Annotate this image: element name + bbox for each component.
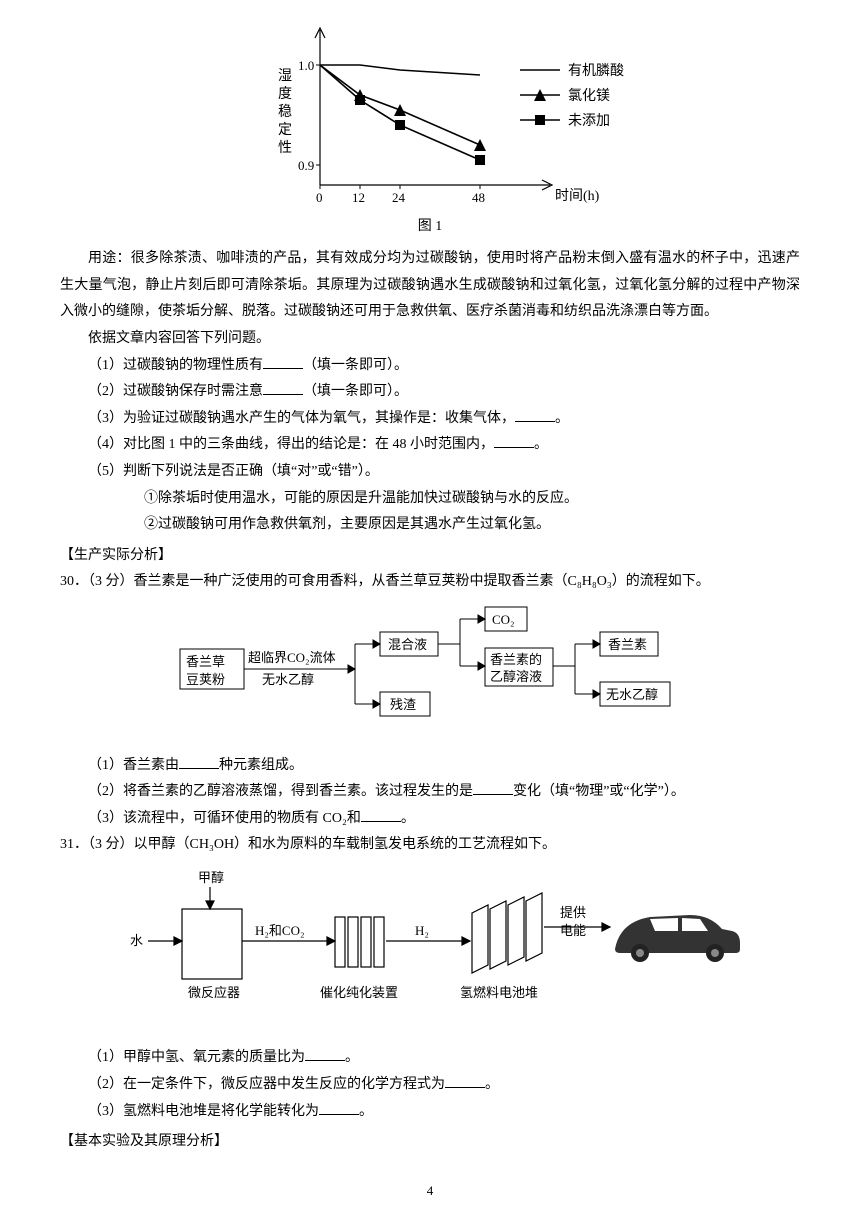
- section-production: 【生产实际分析】: [60, 543, 800, 570]
- svg-text:性: 性: [278, 140, 292, 156]
- svg-text:定: 定: [278, 122, 292, 138]
- svg-text:度: 度: [278, 86, 292, 102]
- q30-2: （2）将香兰素的乙醇溶液蒸馏，得到香兰素。该过程发生的是变化（填“物理”或“化学…: [88, 779, 800, 806]
- svg-text:电能: 电能: [560, 923, 586, 938]
- q29-5b: ②过碳酸钠可用作急救供氧剂，主要原因是其遇水产生过氧化氢。: [144, 512, 800, 539]
- q30-1: （1）香兰素由种元素组成。: [88, 753, 800, 780]
- legend-3: 未添加: [568, 113, 610, 129]
- svg-text:残渣: 残渣: [390, 697, 416, 712]
- q29-1: （1）过碳酸钠的物理性质有（填一条即可）。: [88, 353, 800, 380]
- q29-4: （4）对比图 1 中的三条曲线，得出的结论是：在 48 小时范围内，。: [88, 432, 800, 459]
- q30-stem: 30．（3 分）香兰素是一种广泛使用的可食用香料，从香兰草豆荚粉中提取香兰素（C…: [60, 569, 800, 596]
- q31-1: （1）甲醇中氢、氧元素的质量比为。: [88, 1045, 800, 1072]
- svg-text:氢燃料电池堆: 氢燃料电池堆: [460, 985, 538, 1000]
- instruction: 依据文章内容回答下列问题。: [88, 326, 800, 353]
- page-number: 4: [0, 1179, 860, 1204]
- q31-2: （2）在一定条件下，微反应器中发生反应的化学方程式为。: [88, 1072, 800, 1099]
- usage-paragraph: 用途：很多除茶渍、咖啡渍的产品，其有效成分均为过碳酸钠，使用时将产品粉末倒入盛有…: [60, 246, 800, 326]
- q30-flowchart: 香兰草 豆荚粉 超临界CO₂流体 无水乙醇 混合液 残渣 CO₂ 香兰素的 乙醇…: [60, 604, 800, 745]
- svg-text:超临界CO₂流体: 超临界CO₂流体: [248, 650, 336, 665]
- svg-text:48: 48: [472, 190, 485, 205]
- svg-text:甲醇: 甲醇: [198, 870, 224, 885]
- svg-text:湿: 湿: [278, 68, 292, 84]
- q31-stem: 31．（3 分）以甲醇（CH₃OH）和水为原料的车载制氢发电系统的工艺流程如下。: [60, 832, 800, 859]
- q29-5: （5）判断下列说法是否正确（填“对”或“错”）。: [88, 459, 800, 486]
- svg-text:香兰素: 香兰素: [608, 637, 647, 652]
- q29-5a: ①除茶垢时使用温水，可能的原因是升温能加快过碳酸钠与水的反应。: [144, 486, 800, 513]
- section-experiment: 【基本实验及其原理分析】: [60, 1129, 800, 1156]
- svg-text:1.0: 1.0: [298, 58, 314, 73]
- chart-svg: 1.0 0.9 0 12 24 48 湿 度 稳 定 性 时间(h): [220, 20, 640, 205]
- svg-text:0: 0: [316, 190, 323, 205]
- svg-text:水: 水: [130, 933, 143, 948]
- q29-3: （3）为验证过碳酸钠遇水产生的气体为氧气，其操作是：收集气体，。: [88, 406, 800, 433]
- q31-flowchart: 甲醇 水 微反应器 H₂和CO₂ 催化纯化装置 H₂: [60, 867, 800, 1038]
- svg-text:无水乙醇: 无水乙醇: [606, 687, 658, 702]
- svg-text:豆荚粉: 豆荚粉: [186, 672, 225, 687]
- svg-text:无水乙醇: 无水乙醇: [262, 672, 314, 687]
- q31-3: （3）氢燃料电池堆是将化学能转化为。: [88, 1099, 800, 1126]
- svg-text:香兰素的: 香兰素的: [490, 652, 542, 667]
- svg-text:催化纯化装置: 催化纯化装置: [320, 985, 398, 1000]
- svg-text:稳: 稳: [278, 104, 292, 120]
- svg-text:混合液: 混合液: [388, 637, 427, 652]
- svg-text:CO₂: CO₂: [492, 612, 515, 627]
- svg-text:H₂和CO₂: H₂和CO₂: [255, 923, 305, 938]
- svg-text:香兰草: 香兰草: [186, 654, 225, 669]
- svg-text:微反应器: 微反应器: [188, 985, 240, 1000]
- svg-text:乙醇溶液: 乙醇溶液: [490, 669, 542, 684]
- svg-text:12: 12: [352, 190, 365, 205]
- legend-2: 氯化镁: [568, 88, 610, 104]
- figure-caption: 图 1: [60, 214, 800, 241]
- svg-text:0.9: 0.9: [298, 158, 314, 173]
- legend-1: 有机膦酸: [568, 63, 624, 79]
- figure-1: 1.0 0.9 0 12 24 48 湿 度 稳 定 性 时间(h): [60, 20, 800, 240]
- svg-text:H₂: H₂: [415, 923, 429, 938]
- q29-2: （2）过碳酸钠保存时需注意（填一条即可）。: [88, 379, 800, 406]
- svg-text:24: 24: [392, 190, 406, 205]
- svg-text:提供: 提供: [560, 905, 586, 920]
- q30-3: （3）该流程中，可循环使用的物质有 CO₂和。: [88, 806, 800, 833]
- x-axis-label: 时间(h): [555, 188, 600, 204]
